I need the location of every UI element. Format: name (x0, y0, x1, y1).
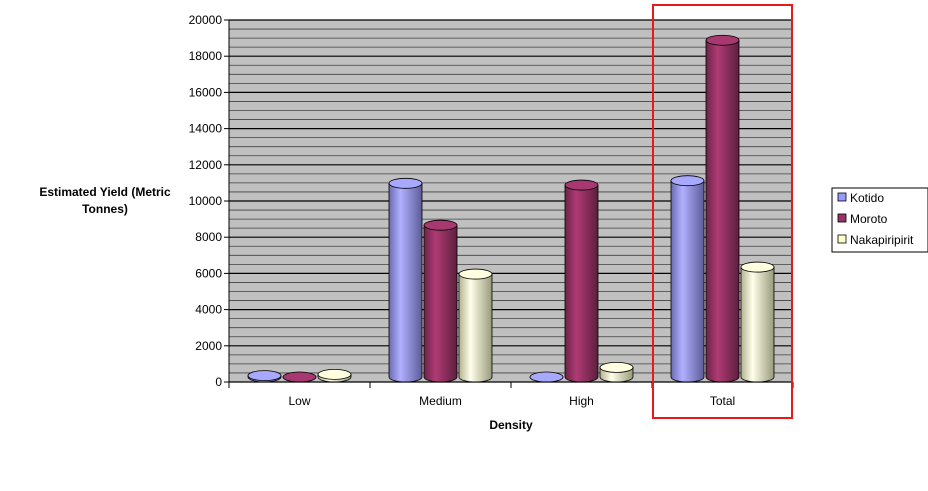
y-tick-label: 4000 (195, 303, 222, 317)
y-axis-title-line-1: Estimated Yield (Metric (39, 185, 171, 199)
legend-label-kotido: Kotido (850, 191, 884, 205)
y-tick-label: 12000 (189, 158, 223, 172)
bar-moroto-high (564, 179, 599, 383)
y-tick-label: 6000 (195, 266, 222, 280)
legend: Kotido Moroto Nakapiripirit (831, 187, 928, 253)
legend-swatch-moroto (837, 213, 847, 223)
bar-kotido-total (670, 175, 705, 383)
x-axis-title: Density (489, 418, 533, 432)
total-highlight-box (652, 4, 793, 419)
legend-swatch-nakapiripirit (837, 234, 847, 244)
bar-kotido-medium (388, 177, 423, 383)
y-tick-label: 0 (215, 375, 222, 389)
legend-box (831, 187, 928, 253)
legend-label-nakapiripirit: Nakapiripirit (850, 233, 914, 247)
bar-kotido-high (529, 371, 564, 383)
bar-nakapiripirit-total (740, 261, 775, 383)
y-tick-label: 10000 (189, 194, 223, 208)
legend-label-moroto: Moroto (850, 212, 888, 226)
y-tick-label: 8000 (195, 230, 222, 244)
y-tick-label: 20000 (189, 13, 223, 27)
x-tick-label: High (569, 394, 594, 408)
legend-swatch-kotido (837, 192, 847, 202)
x-tick-label: Total (710, 394, 735, 408)
bar-kotido-low (247, 370, 282, 383)
x-tick-label: Low (288, 394, 310, 408)
bar-moroto-total (705, 34, 740, 383)
x-axis-ticks: Low Medium High Total (228, 382, 794, 408)
y-tick-label: 14000 (189, 122, 223, 136)
y-tick-label: 2000 (195, 339, 222, 353)
bar-moroto-medium (423, 219, 458, 383)
y-axis-title-line-2: Tonnes) (82, 202, 128, 216)
bars (247, 34, 775, 383)
bar-nakapiripirit-high (599, 362, 634, 383)
x-tick-label: Medium (419, 394, 462, 408)
bar-nakapiripirit-low (317, 368, 352, 383)
y-tick-label: 16000 (189, 85, 223, 99)
y-tick-label: 18000 (189, 49, 223, 63)
y-axis-ticks: 0 2000 4000 6000 8000 10000 12000 14000 16000 180… (189, 13, 229, 389)
bar-nakapiripirit-medium (458, 268, 493, 383)
bar-moroto-low (282, 371, 317, 383)
